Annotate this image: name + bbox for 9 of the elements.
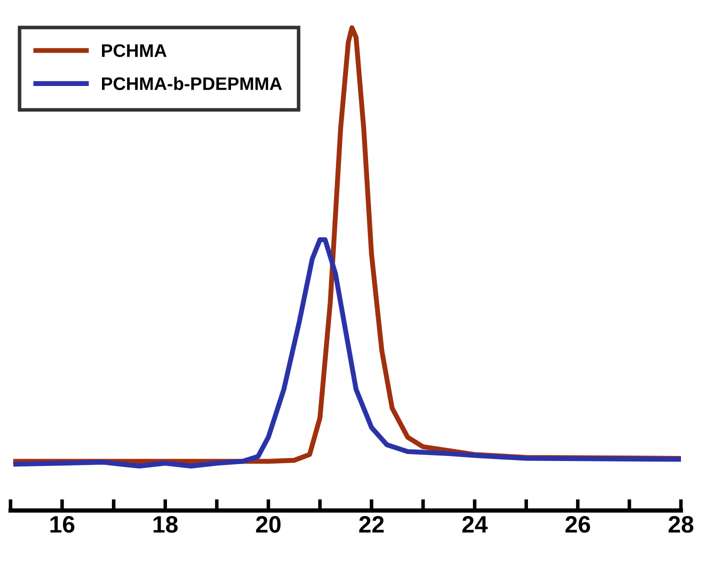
x-tick-label: 20 [256, 516, 281, 533]
x-tick-label: 28 [668, 516, 694, 533]
legend-label: PCHMA [102, 44, 167, 57]
x-tick-label: 22 [359, 516, 384, 532]
x-tick-label: 26 [565, 516, 590, 533]
x-tick-label: 24 [462, 516, 488, 532]
x-tick-label: 16 [50, 516, 74, 533]
legend-label: PCHMA-b-PDEPMMA [102, 76, 282, 90]
x-tick-label: 18 [154, 516, 178, 533]
